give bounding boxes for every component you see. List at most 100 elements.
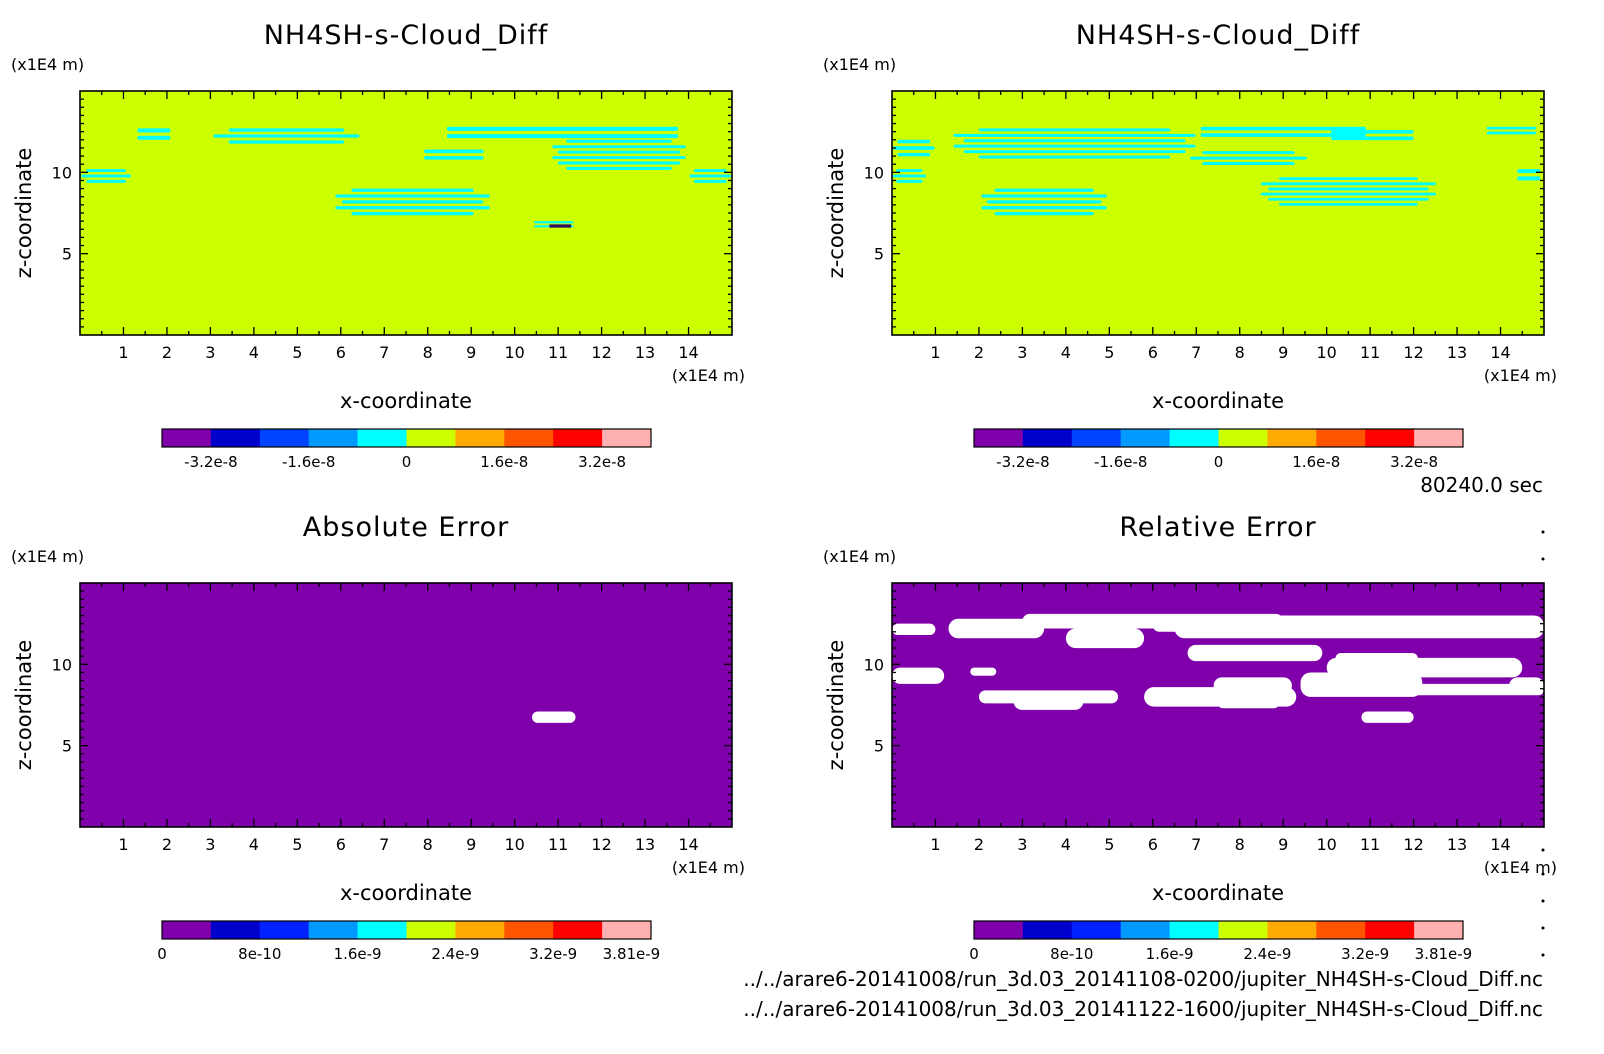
tick-marks xyxy=(892,583,1544,827)
x-tick-label: 5 xyxy=(292,343,302,362)
colorbar-tick-label: 1.6e-8 xyxy=(1292,453,1340,471)
colorbar-swatch xyxy=(455,429,505,447)
z-axis-label: z-coordinate xyxy=(12,640,36,771)
colorbar-tick-label: -1.6e-8 xyxy=(1094,453,1147,471)
colorbar-swatch xyxy=(406,921,456,939)
colorbar-swatch xyxy=(259,921,310,939)
error-region xyxy=(532,711,576,723)
x-tick-label: 12 xyxy=(591,835,611,854)
colorbar-tick-label: 3.2e-9 xyxy=(1341,945,1389,963)
colorbar-swatch xyxy=(210,921,261,939)
dot-column xyxy=(1541,530,1545,957)
x-tick-label: 3 xyxy=(1017,835,1027,854)
colorbar-frame xyxy=(973,920,1464,940)
x-tick-label: 5 xyxy=(292,835,302,854)
x-tick-label: 10 xyxy=(1316,343,1336,362)
error-region xyxy=(1331,683,1544,696)
x-tick-label: 10 xyxy=(504,835,524,854)
x-tick-label: 1 xyxy=(118,835,128,854)
z-tick-label: 5 xyxy=(62,245,72,264)
z-tick-label: 10 xyxy=(52,655,72,674)
x-tick-label: 6 xyxy=(336,835,346,854)
colorbar-swatch xyxy=(1267,921,1317,939)
z-tick-label: 5 xyxy=(874,245,884,264)
panel-2: NH4SH-s-Cloud_Diff(x1E4 m)1 2 3 4 5 6 7 8 9 10 11 1… xyxy=(823,20,1557,471)
x-tick-label: 2 xyxy=(974,343,984,362)
colorbar-tick-label: 3.2e-8 xyxy=(1390,453,1438,471)
colorbar-tick-label: 0 xyxy=(969,945,979,963)
error-region xyxy=(970,667,997,676)
x-tick-label: 14 xyxy=(678,835,698,854)
x-tick-label: 6 xyxy=(1148,343,1158,362)
dark-spot xyxy=(549,224,572,228)
colorbar-tick-label: -3.2e-8 xyxy=(184,453,237,471)
x-tick-label: 14 xyxy=(678,343,698,362)
x-tick-label: 8 xyxy=(423,835,433,854)
x-axis-label: x-coordinate xyxy=(340,389,472,413)
colorbar-swatch xyxy=(1169,429,1219,447)
colorbar-swatch xyxy=(406,429,456,447)
error-region xyxy=(1013,693,1084,710)
x-tick-label: 12 xyxy=(1403,343,1423,362)
cloud-region xyxy=(1486,126,1537,135)
colorbar-swatch xyxy=(1316,921,1366,939)
x-tick-label: 10 xyxy=(504,343,524,362)
x-tick-label: 4 xyxy=(249,343,259,362)
x-tick-label: 6 xyxy=(1148,835,1158,854)
colorbar-swatch xyxy=(602,429,652,447)
colorbar-swatch xyxy=(1120,429,1171,447)
colorbar-swatch xyxy=(1022,429,1073,447)
colorbar-tick-label: 1.6e-9 xyxy=(1146,945,1194,963)
z-tick-label: 10 xyxy=(52,163,72,182)
error-region xyxy=(1174,615,1544,639)
x-tick-label: 14 xyxy=(1490,343,1510,362)
colorbar-swatch xyxy=(504,429,554,447)
x-unit-label: (x1E4 m) xyxy=(672,366,745,385)
colorbar-swatch xyxy=(602,921,652,939)
colorbar-tick-label: 2.4e-9 xyxy=(1243,945,1291,963)
x-tick-label: 11 xyxy=(548,343,568,362)
x-tick-label: 11 xyxy=(1360,835,1380,854)
x-tick-label: 2 xyxy=(974,835,984,854)
error-region xyxy=(1361,711,1414,723)
colorbar-tick-label: 3.2e-9 xyxy=(529,945,577,963)
z-axis-label: z-coordinate xyxy=(824,148,848,279)
cloud-region xyxy=(1260,177,1437,206)
error-region xyxy=(1218,698,1279,709)
x-tick-label: 5 xyxy=(1104,835,1114,854)
colorbar-swatch xyxy=(162,921,212,939)
colorbar-tick-label: -3.2e-8 xyxy=(996,453,1049,471)
colorbar-tick-label: -1.6e-8 xyxy=(282,453,335,471)
x-axis-label: x-coordinate xyxy=(1152,881,1284,905)
error-region xyxy=(1509,677,1544,694)
panel-1: NH4SH-s-Cloud_Diff(x1E4 m)1 2 3 4 5 6 7 8 9 10 11 1… xyxy=(11,20,745,471)
colorbar-tick-label: 2.4e-9 xyxy=(431,945,479,963)
z-axis-label: z-coordinate xyxy=(824,640,848,771)
x-tick-label: 12 xyxy=(591,343,611,362)
cloud-region xyxy=(981,188,1107,216)
panel-3: Absolute Error(x1E4 m)1 2 3 4 5 6 7 8 9 10 11 12 13 1… xyxy=(11,512,745,963)
colorbar-swatch xyxy=(455,921,505,939)
x-tick-label: 7 xyxy=(1191,835,1201,854)
x-tick-label: 7 xyxy=(379,835,389,854)
colorbar-swatch xyxy=(974,921,1024,939)
x-tick-label: 6 xyxy=(336,343,346,362)
tick-marks xyxy=(80,583,732,827)
colorbar-swatch xyxy=(210,429,261,447)
colorbar-frame xyxy=(161,428,652,448)
x-tick-label: 13 xyxy=(1447,835,1467,854)
cloud-region xyxy=(1517,169,1541,181)
x-tick-label: 9 xyxy=(466,343,476,362)
x-tick-label: 8 xyxy=(423,343,433,362)
x-tick-label: 3 xyxy=(1017,343,1027,362)
z-tick-label: 10 xyxy=(864,655,884,674)
colorbar-tick-label: 1.6e-8 xyxy=(480,453,528,471)
colorbar-swatch xyxy=(1120,921,1171,939)
colorbar: 0 8e-10 1.6e-9 2.4e-9 3.2e-9 3.81e-9 xyxy=(157,920,660,963)
error-region xyxy=(948,618,1045,639)
colorbar-swatch xyxy=(504,921,554,939)
x-tick-label: 4 xyxy=(249,835,259,854)
error-region xyxy=(892,623,936,636)
cloud-region xyxy=(335,188,490,216)
x-tick-label: 1 xyxy=(930,343,940,362)
